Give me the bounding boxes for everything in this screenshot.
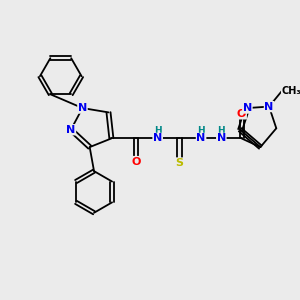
Text: H: H bbox=[197, 126, 205, 135]
Text: H: H bbox=[154, 126, 161, 135]
Text: N: N bbox=[196, 134, 206, 143]
Text: S: S bbox=[176, 158, 183, 168]
Text: H: H bbox=[218, 126, 225, 135]
Text: N: N bbox=[264, 102, 274, 112]
Text: CH₃: CH₃ bbox=[281, 86, 300, 96]
Text: N: N bbox=[66, 125, 76, 135]
Text: N: N bbox=[78, 103, 87, 113]
Text: O: O bbox=[131, 157, 141, 166]
Text: N: N bbox=[217, 134, 226, 143]
Text: O: O bbox=[237, 109, 246, 119]
Text: N: N bbox=[243, 103, 252, 113]
Text: N: N bbox=[153, 134, 162, 143]
